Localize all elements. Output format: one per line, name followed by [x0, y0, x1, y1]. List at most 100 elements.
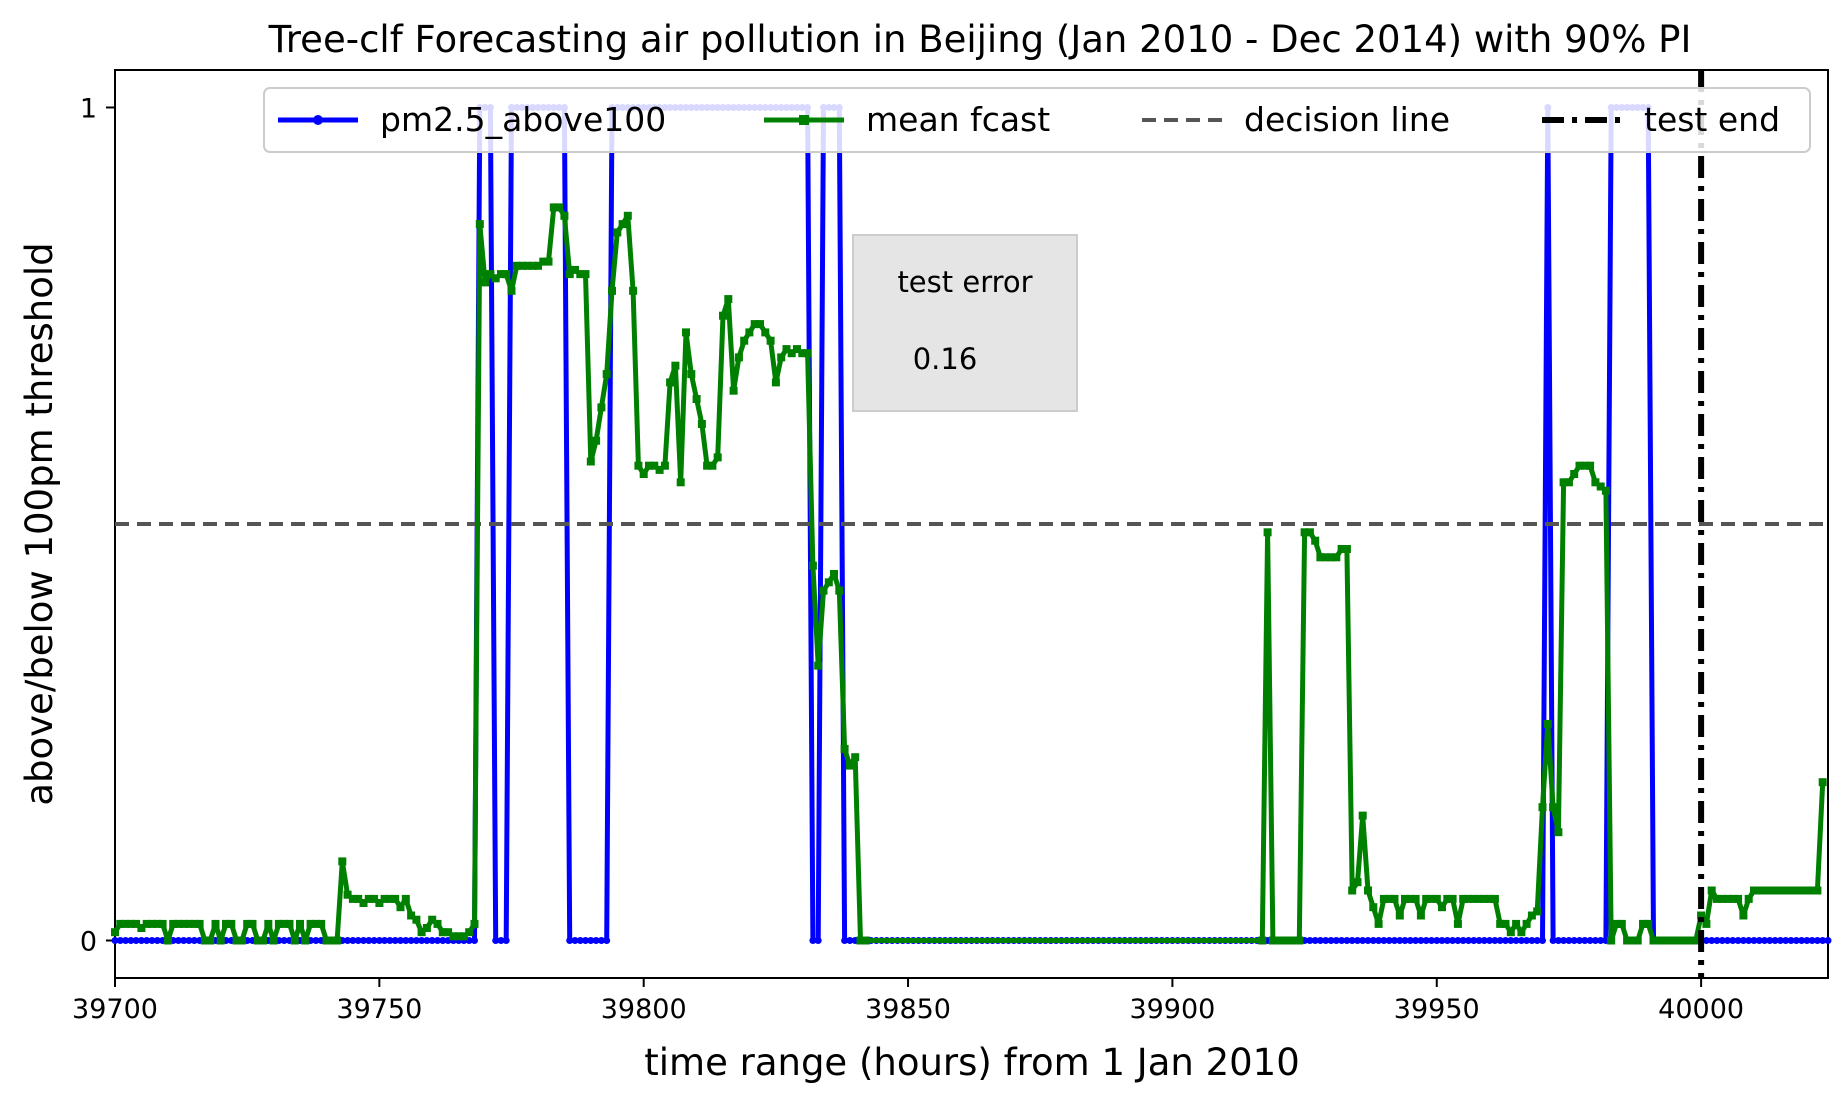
- point-mean-fcast: [1707, 886, 1716, 895]
- point-mean-fcast: [285, 919, 294, 928]
- point-mean-fcast: [1401, 894, 1409, 903]
- point-pm25-above100: [1480, 937, 1488, 944]
- legend-marker: [799, 115, 809, 125]
- point-mean-fcast: [1559, 478, 1568, 487]
- point-pm25-above100: [1491, 937, 1499, 944]
- point-mean-fcast: [1792, 886, 1801, 895]
- point-mean-fcast: [1432, 894, 1441, 903]
- point-mean-fcast: [1543, 719, 1552, 728]
- legend-label: pm2.5_above100: [380, 100, 666, 139]
- point-pm25-above100: [386, 937, 394, 944]
- point-pm25-above100: [1549, 937, 1557, 944]
- point-mean-fcast: [586, 457, 595, 466]
- point-mean-fcast: [227, 919, 236, 928]
- point-mean-fcast: [269, 936, 278, 945]
- point-pm25-above100: [1454, 937, 1462, 944]
- point-mean-fcast: [650, 461, 659, 470]
- point-mean-fcast: [1279, 936, 1288, 945]
- point-pm25-above100: [1539, 937, 1546, 944]
- point-mean-fcast: [322, 936, 331, 945]
- point-mean-fcast: [1787, 886, 1795, 895]
- point-mean-fcast: [1379, 894, 1388, 903]
- point-mean-fcast: [771, 378, 780, 387]
- point-mean-fcast: [597, 403, 606, 412]
- point-mean-fcast: [1808, 886, 1817, 895]
- point-mean-fcast: [555, 203, 564, 212]
- legend-label: mean fcast: [866, 100, 1050, 139]
- point-mean-fcast: [1438, 903, 1446, 912]
- point-mean-fcast: [808, 561, 817, 570]
- point-pm25-above100: [1517, 937, 1525, 944]
- point-pm25-above100: [1338, 937, 1346, 944]
- point-mean-fcast: [1348, 886, 1357, 895]
- point-pm25-above100: [1502, 937, 1509, 944]
- point-mean-fcast: [211, 919, 220, 928]
- point-mean-fcast: [185, 919, 193, 928]
- point-mean-fcast: [132, 919, 141, 928]
- point-mean-fcast: [1290, 936, 1298, 945]
- point-pm25-above100: [312, 937, 320, 944]
- point-pm25-above100: [1401, 937, 1409, 944]
- point-mean-fcast: [1765, 886, 1774, 895]
- point-mean-fcast: [491, 274, 500, 283]
- point-mean-fcast: [1654, 936, 1663, 945]
- point-pm25-above100: [1702, 937, 1710, 944]
- point-mean-fcast: [713, 453, 722, 462]
- point-mean-fcast: [1623, 936, 1632, 945]
- point-mean-fcast: [782, 345, 791, 354]
- point-pm25-above100: [1591, 937, 1599, 944]
- legend: pm2.5_above100 mean fcast decision line tes…: [263, 87, 1811, 153]
- point-mean-fcast: [1475, 894, 1484, 903]
- point-pm25-above100: [190, 937, 198, 944]
- point-pm25-above100: [1396, 937, 1404, 944]
- point-mean-fcast: [116, 919, 125, 928]
- point-pm25-above100: [365, 937, 373, 944]
- point-mean-fcast: [1628, 936, 1637, 945]
- point-pm25-above100: [1766, 937, 1774, 944]
- point-pm25-above100: [127, 937, 135, 944]
- point-mean-fcast: [470, 919, 479, 928]
- point-pm25-above100: [1576, 937, 1583, 944]
- point-mean-fcast: [1385, 894, 1394, 903]
- point-mean-fcast: [1395, 911, 1404, 920]
- point-pm25-above100: [603, 937, 611, 944]
- point-mean-fcast: [1512, 919, 1521, 928]
- point-pm25-above100: [280, 937, 288, 944]
- point-pm25-above100: [407, 937, 415, 944]
- point-mean-fcast: [766, 336, 775, 345]
- point-mean-fcast: [1612, 919, 1621, 928]
- point-mean-fcast: [840, 744, 849, 753]
- point-mean-fcast: [1734, 894, 1743, 903]
- point-pm25-above100: [1523, 937, 1531, 944]
- point-pm25-above100: [153, 937, 161, 944]
- point-mean-fcast: [1681, 936, 1690, 945]
- point-pm25-above100: [502, 937, 510, 944]
- point-pm25-above100: [402, 937, 410, 944]
- point-mean-fcast: [861, 936, 870, 945]
- point-mean-fcast: [618, 220, 627, 229]
- point-mean-fcast: [777, 353, 786, 362]
- point-mean-fcast: [370, 894, 379, 903]
- point-pm25-above100: [439, 937, 447, 944]
- point-pm25-above100: [1813, 937, 1821, 944]
- point-mean-fcast: [845, 761, 854, 770]
- y-tick-label: 1: [80, 93, 97, 124]
- point-mean-fcast: [1311, 536, 1320, 545]
- point-mean-fcast: [539, 257, 548, 266]
- point-pm25-above100: [1776, 937, 1784, 944]
- point-pm25-above100: [1391, 937, 1398, 944]
- point-mean-fcast: [639, 470, 648, 478]
- x-tick-label: 39900: [1129, 994, 1215, 1025]
- point-pm25-above100: [137, 937, 145, 944]
- point-pm25-above100: [571, 937, 579, 944]
- point-pm25-above100: [1354, 937, 1361, 944]
- point-mean-fcast: [407, 911, 416, 920]
- point-mean-fcast: [333, 936, 342, 945]
- point-mean-fcast: [1617, 919, 1626, 928]
- point-pm25-above100: [809, 937, 817, 944]
- point-mean-fcast: [1750, 886, 1758, 895]
- point-mean-fcast: [364, 894, 373, 903]
- point-mean-fcast: [1448, 894, 1457, 903]
- point-mean-fcast: [1554, 828, 1563, 837]
